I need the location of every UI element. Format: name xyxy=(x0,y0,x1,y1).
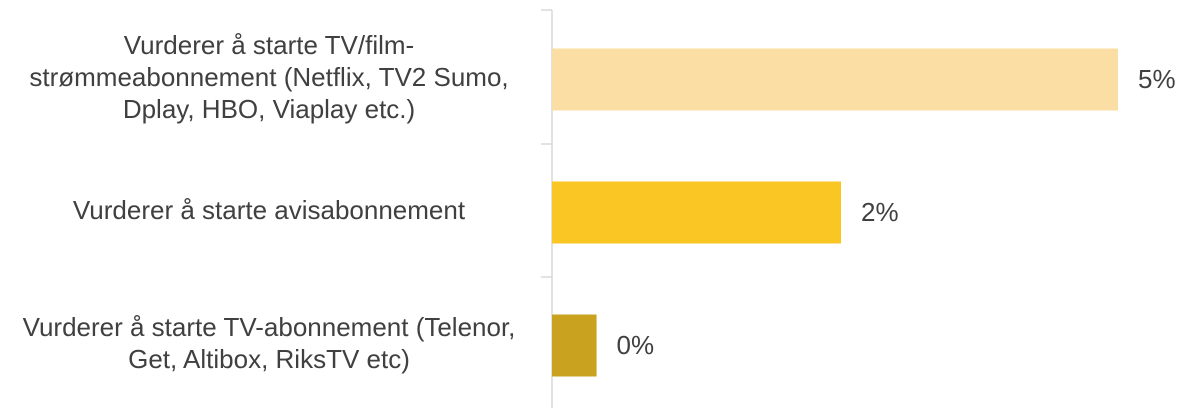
bar xyxy=(552,314,597,377)
category-label: Vurderer å starte TV/film-strømmeabonnem… xyxy=(29,29,509,124)
category-label: Vurderer å starte avisabonnement xyxy=(72,194,466,225)
category-label: Vurderer å starte TV-abonnement (Telenor… xyxy=(22,311,516,374)
value-label: 5% xyxy=(1138,64,1176,94)
value-label: 0% xyxy=(616,330,655,360)
bar xyxy=(552,48,1118,111)
value-label: 2% xyxy=(861,197,899,227)
bar xyxy=(552,181,842,244)
